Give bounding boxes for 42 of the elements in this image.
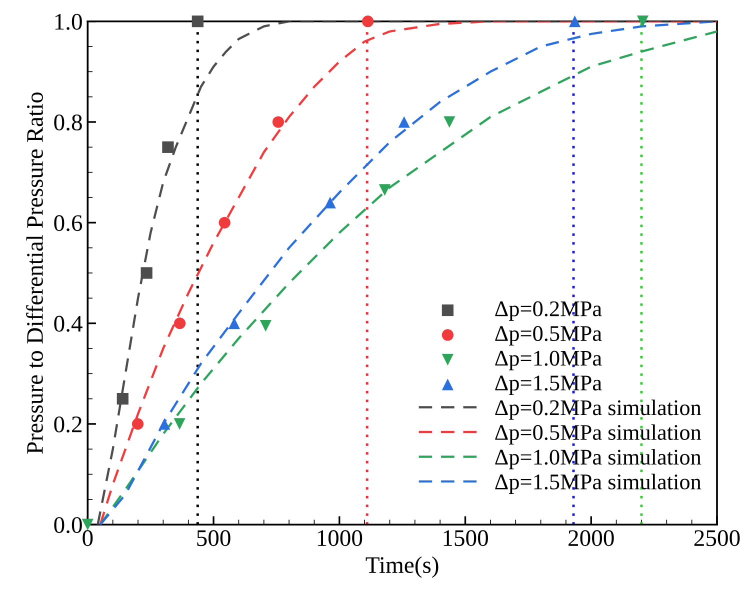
point xyxy=(158,418,170,430)
legend-label: Δp=0.5MPa xyxy=(495,326,602,346)
x-tick-label: 2500 xyxy=(694,530,740,546)
point xyxy=(568,16,581,28)
y-tick-label: 0.2 xyxy=(54,416,82,432)
point xyxy=(324,196,336,208)
point xyxy=(174,418,186,430)
legend-label: Δp=1.0MPa xyxy=(495,350,602,370)
legend-label: Δp=1.0MPa simulation xyxy=(495,449,702,470)
point xyxy=(116,392,128,405)
legend-label: Δp=0.5MPa simulation xyxy=(495,424,702,444)
y-tick-label: 0.6 xyxy=(54,215,82,232)
point xyxy=(398,116,410,128)
point xyxy=(162,141,174,153)
x-tick-label: 500 xyxy=(197,530,230,546)
point xyxy=(218,216,230,228)
y-tick-label: 1.0 xyxy=(55,14,82,30)
x-tick-label: 0 xyxy=(82,530,93,546)
point xyxy=(174,317,186,330)
y-axis-title: Pressure to Differential Pressure Ratio xyxy=(26,92,43,454)
x-tick-label: 1500 xyxy=(444,530,488,546)
point xyxy=(82,518,94,530)
legend-label: Δp=1.5MPa xyxy=(495,376,602,396)
legend-label: Δp=0.2MPa xyxy=(495,301,602,321)
point xyxy=(636,16,649,28)
point xyxy=(378,184,391,196)
x-axis-title: Time(s) xyxy=(366,556,438,578)
point xyxy=(132,418,144,430)
x-tick-label: 1000 xyxy=(318,530,362,546)
point xyxy=(260,320,272,332)
point xyxy=(362,16,374,28)
legend-label: Δp=1.5MPa simulation xyxy=(495,474,702,494)
point xyxy=(228,317,240,330)
point xyxy=(444,116,456,128)
y-tick-label: 0.4 xyxy=(54,316,82,332)
point xyxy=(192,16,204,28)
x-tick-label: 2000 xyxy=(568,530,614,546)
point xyxy=(140,267,152,279)
point xyxy=(272,116,284,128)
legend-label: Δp=0.2MPa simulation xyxy=(495,400,702,420)
y-tick-label: 0.0 xyxy=(54,517,82,534)
y-tick-label: 0.8 xyxy=(54,114,82,131)
